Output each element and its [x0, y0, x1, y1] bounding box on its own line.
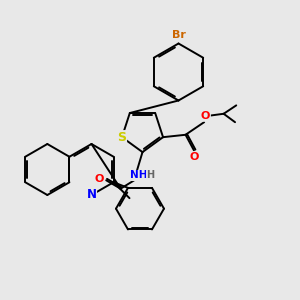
Text: O: O [201, 111, 210, 121]
Text: O: O [190, 152, 199, 162]
Text: NH: NH [130, 170, 147, 181]
Text: Br: Br [172, 30, 185, 40]
Text: S: S [118, 131, 127, 144]
Text: H: H [146, 170, 155, 181]
Text: N: N [86, 188, 97, 202]
Text: O: O [95, 174, 104, 184]
